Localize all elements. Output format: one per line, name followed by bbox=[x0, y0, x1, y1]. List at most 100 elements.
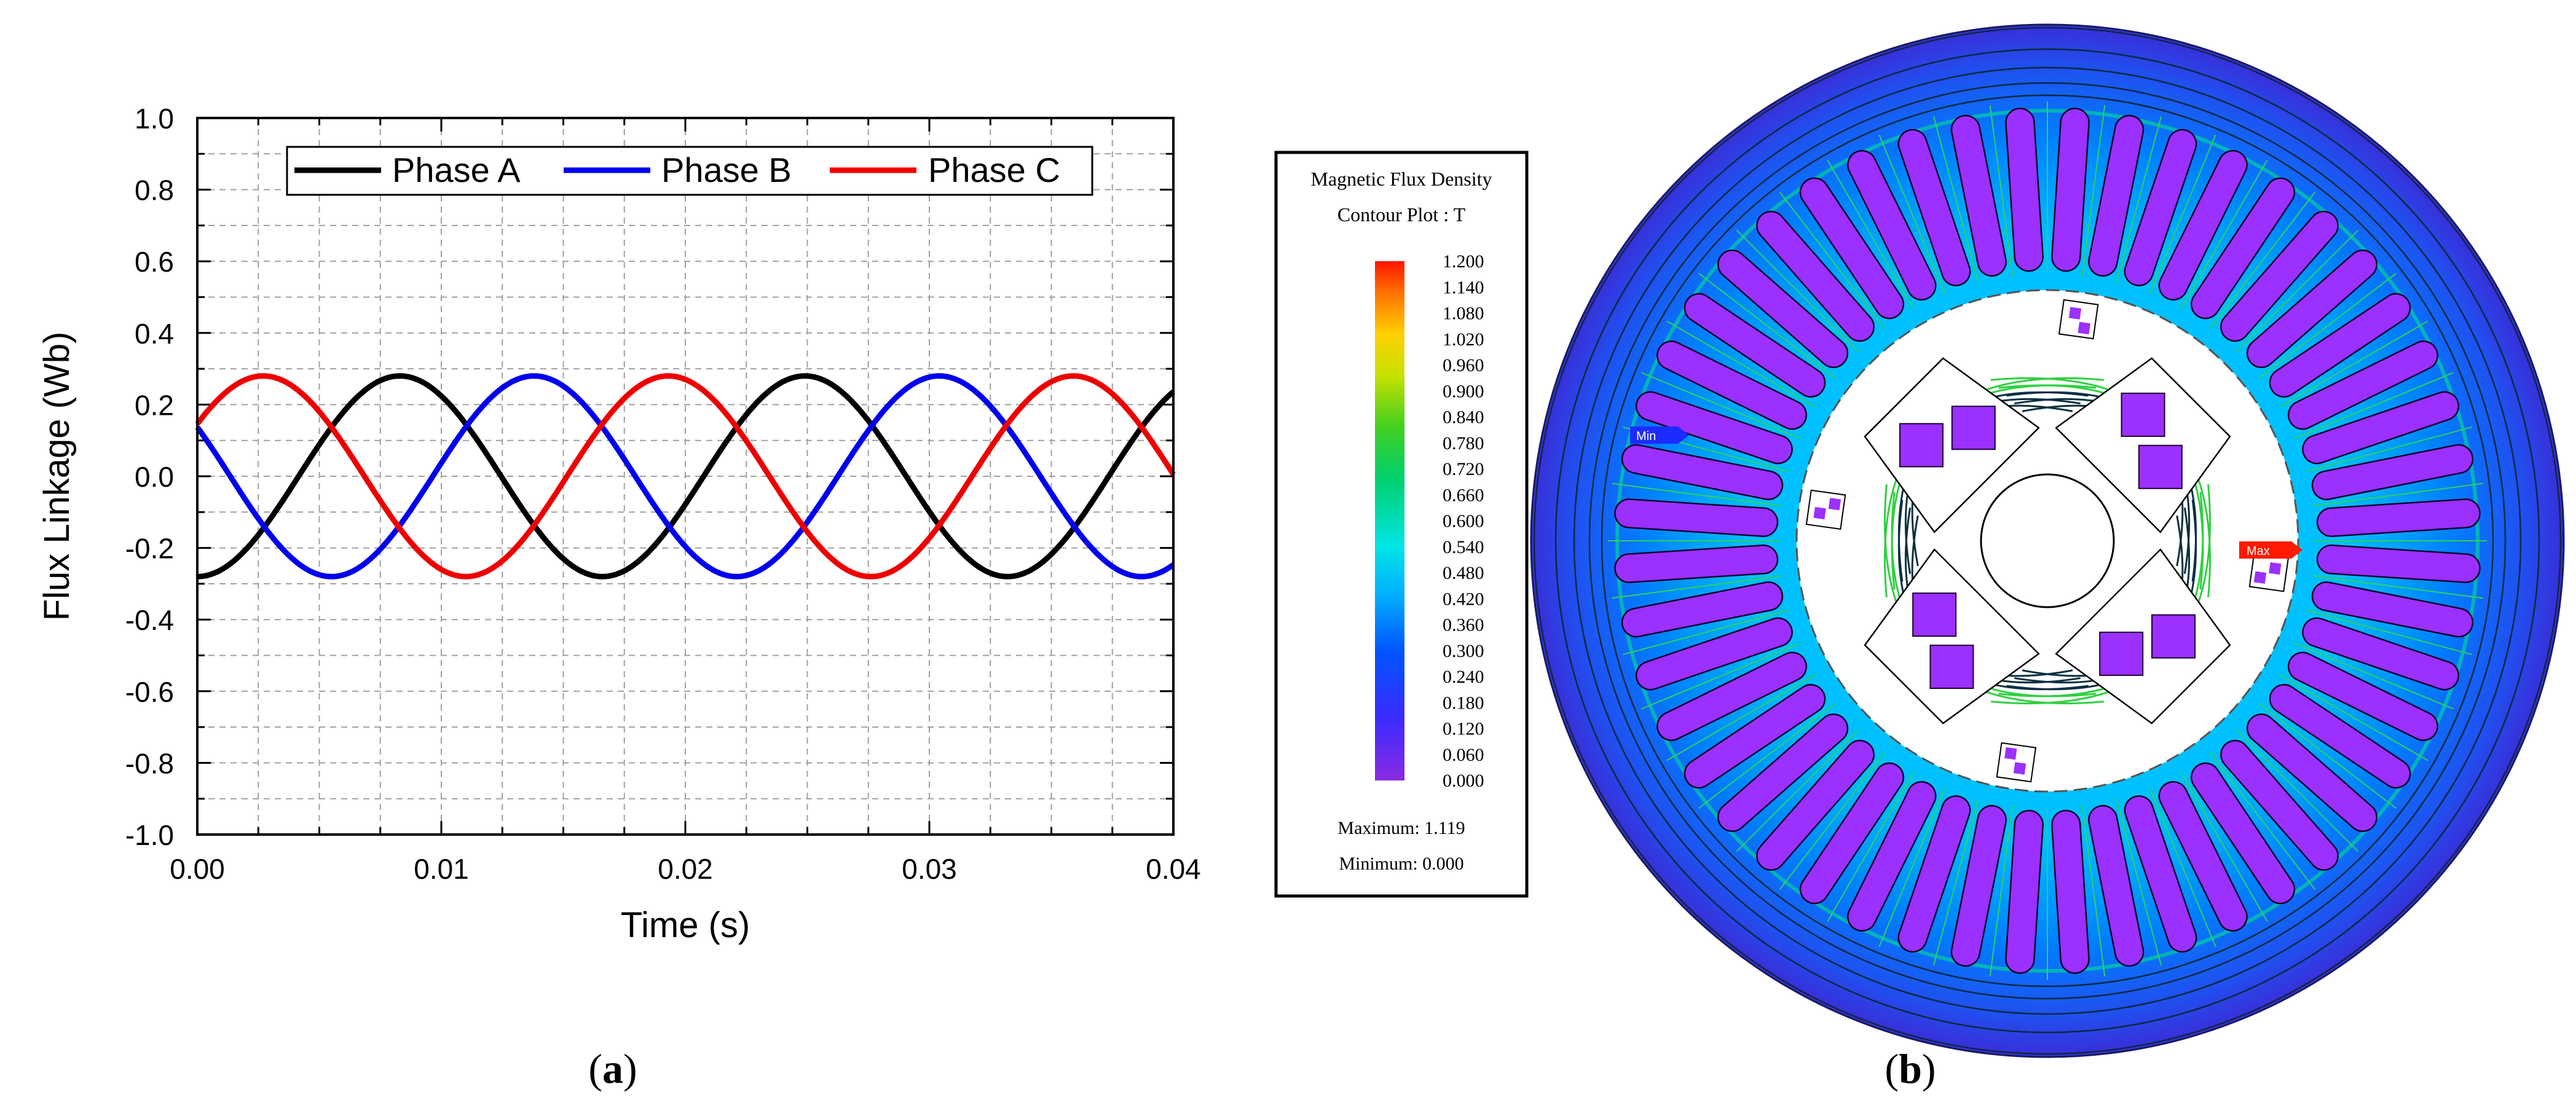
stator-slot bbox=[1736, 729, 1875, 871]
panel-label-a: (a) bbox=[588, 1045, 637, 1092]
legend-box bbox=[286, 146, 1093, 196]
tooth-flux-line bbox=[2312, 575, 2484, 599]
tooth-flux-line bbox=[1736, 729, 1859, 852]
slot-coil bbox=[1656, 340, 1807, 430]
flux-line bbox=[1588, 82, 2507, 1000]
small-magnet bbox=[2004, 747, 2017, 760]
rotor-magnet bbox=[2151, 614, 2196, 659]
rotor-small-pocket bbox=[1805, 489, 1846, 530]
stator-slot bbox=[2315, 498, 2487, 541]
stator-slot bbox=[1698, 703, 1849, 832]
slot-coil bbox=[1847, 150, 1937, 301]
panel-letter-b: b bbox=[1899, 1045, 1922, 1092]
tooth-flux-line bbox=[1611, 575, 1782, 599]
legend-label-phase-c: Phase C bbox=[928, 151, 1060, 189]
stator-slot bbox=[1656, 320, 1816, 430]
colorbar-label: 0.240 bbox=[1443, 667, 1484, 687]
tooth-flux-line bbox=[2259, 703, 2397, 809]
slot-coil bbox=[2288, 340, 2438, 430]
tooth-flux-line bbox=[1827, 160, 1915, 310]
x-tick-label: 0.00 bbox=[170, 853, 225, 885]
stator-slot bbox=[1611, 482, 1782, 537]
slot-coil bbox=[2005, 809, 2044, 974]
stator-slot bbox=[1641, 642, 1807, 741]
slot-coil bbox=[2158, 150, 2248, 301]
tooth-flux-line bbox=[2305, 426, 2472, 473]
y-tick-label: 0.4 bbox=[135, 318, 174, 350]
slot-coil bbox=[2005, 108, 2044, 272]
slot-coil bbox=[1635, 391, 1793, 465]
slot-coil bbox=[1717, 250, 1849, 368]
x-tick-label: 0.01 bbox=[414, 853, 469, 885]
min-marker-label: Min bbox=[1636, 430, 1656, 443]
colorbar bbox=[1375, 261, 1404, 780]
slot-coil bbox=[1950, 114, 2007, 277]
panel-label-b: (b) bbox=[1885, 1045, 1936, 1092]
slot-coil bbox=[1847, 781, 1937, 932]
stator-slot bbox=[2190, 177, 2316, 329]
slot-coil bbox=[2124, 128, 2197, 286]
contour-legend-subtitle: Contour Plot : T bbox=[1337, 203, 1466, 226]
stator-slot bbox=[2047, 808, 2090, 980]
stator-slot bbox=[1847, 135, 1946, 301]
tooth-flux-line bbox=[1611, 482, 1782, 507]
stator-slot bbox=[1717, 229, 1859, 368]
small-magnet bbox=[2078, 321, 2090, 335]
rotor-pole bbox=[1990, 484, 2231, 725]
tooth-flux-line bbox=[1666, 320, 1816, 408]
maximum-value: Maximum: 1.119 bbox=[1337, 818, 1465, 838]
slot-coil bbox=[2088, 804, 2145, 967]
rotor-magnet bbox=[2138, 444, 2183, 489]
stator-slot bbox=[2081, 804, 2145, 977]
stator-slot bbox=[2302, 391, 2472, 473]
tooth-flux-line bbox=[1932, 798, 1979, 965]
colorbar-label: 0.780 bbox=[1443, 433, 1484, 454]
slot-coil bbox=[1756, 210, 1875, 342]
y-tick-labels: 1.0 0.8 0.6 0.4 0.2 0.0 -0.2 -0.4 -0.6 -0.8 -1.0 bbox=[125, 103, 174, 851]
small-magnet bbox=[2013, 762, 2027, 775]
legend-label-phase-b: Phase B bbox=[661, 151, 792, 189]
colorbar-label: 0.060 bbox=[1443, 745, 1484, 765]
small-magnet bbox=[2253, 571, 2267, 584]
tooth-flux-line bbox=[2210, 752, 2316, 890]
colorbar-label: 1.020 bbox=[1443, 329, 1484, 350]
tooth-flux-line bbox=[1878, 787, 1946, 947]
stator-slot bbox=[2116, 795, 2197, 965]
stator-slot bbox=[2312, 544, 2484, 599]
slot-coil bbox=[1897, 128, 1971, 286]
small-magnet bbox=[1813, 506, 1826, 520]
tooth-flux-line bbox=[2294, 642, 2454, 710]
slot-coil bbox=[1684, 293, 1826, 398]
tooth-flux-line bbox=[2180, 772, 2268, 922]
colorbar-label: 0.180 bbox=[1443, 693, 1484, 713]
slot-coil bbox=[2269, 293, 2411, 398]
slot-coil bbox=[2088, 114, 2145, 277]
x-tick-labels: 0.00 0.01 0.02 0.03 0.04 bbox=[170, 853, 1201, 885]
slot-coil bbox=[1635, 617, 1793, 691]
motor-cross-section: Min Max bbox=[1530, 23, 2565, 1058]
colorbar-label: 1.200 bbox=[1443, 251, 1484, 272]
colorbar-label: 0.960 bbox=[1443, 355, 1484, 375]
slot-coil bbox=[2316, 498, 2481, 537]
tooth-flux-line bbox=[2116, 116, 2162, 283]
series-line-phase-b bbox=[195, 373, 1175, 580]
max-marker-flag bbox=[2239, 541, 2302, 559]
stator-slot bbox=[1611, 575, 1784, 638]
contour-legend-title: Magnetic Flux Density bbox=[1310, 168, 1492, 190]
slot-coil bbox=[1950, 804, 2007, 967]
y-tick-label: -0.4 bbox=[125, 604, 174, 636]
chart-grid bbox=[197, 117, 1174, 835]
colorbar-label: 0.900 bbox=[1443, 381, 1484, 401]
rotor-magnet bbox=[1912, 592, 1957, 637]
stator-slot bbox=[2235, 713, 2378, 852]
tooth-flux-line bbox=[1666, 674, 1816, 761]
min-marker-flag bbox=[1630, 426, 1689, 444]
flux-line bbox=[1601, 94, 2494, 988]
slot-coil bbox=[1621, 581, 1784, 638]
min-marker: Min bbox=[1630, 426, 1689, 444]
slot-coil bbox=[2124, 795, 2197, 953]
slot-coil bbox=[2288, 651, 2438, 741]
tooth-flux-line bbox=[1623, 609, 1790, 656]
series-line-phase-a bbox=[197, 373, 1175, 580]
